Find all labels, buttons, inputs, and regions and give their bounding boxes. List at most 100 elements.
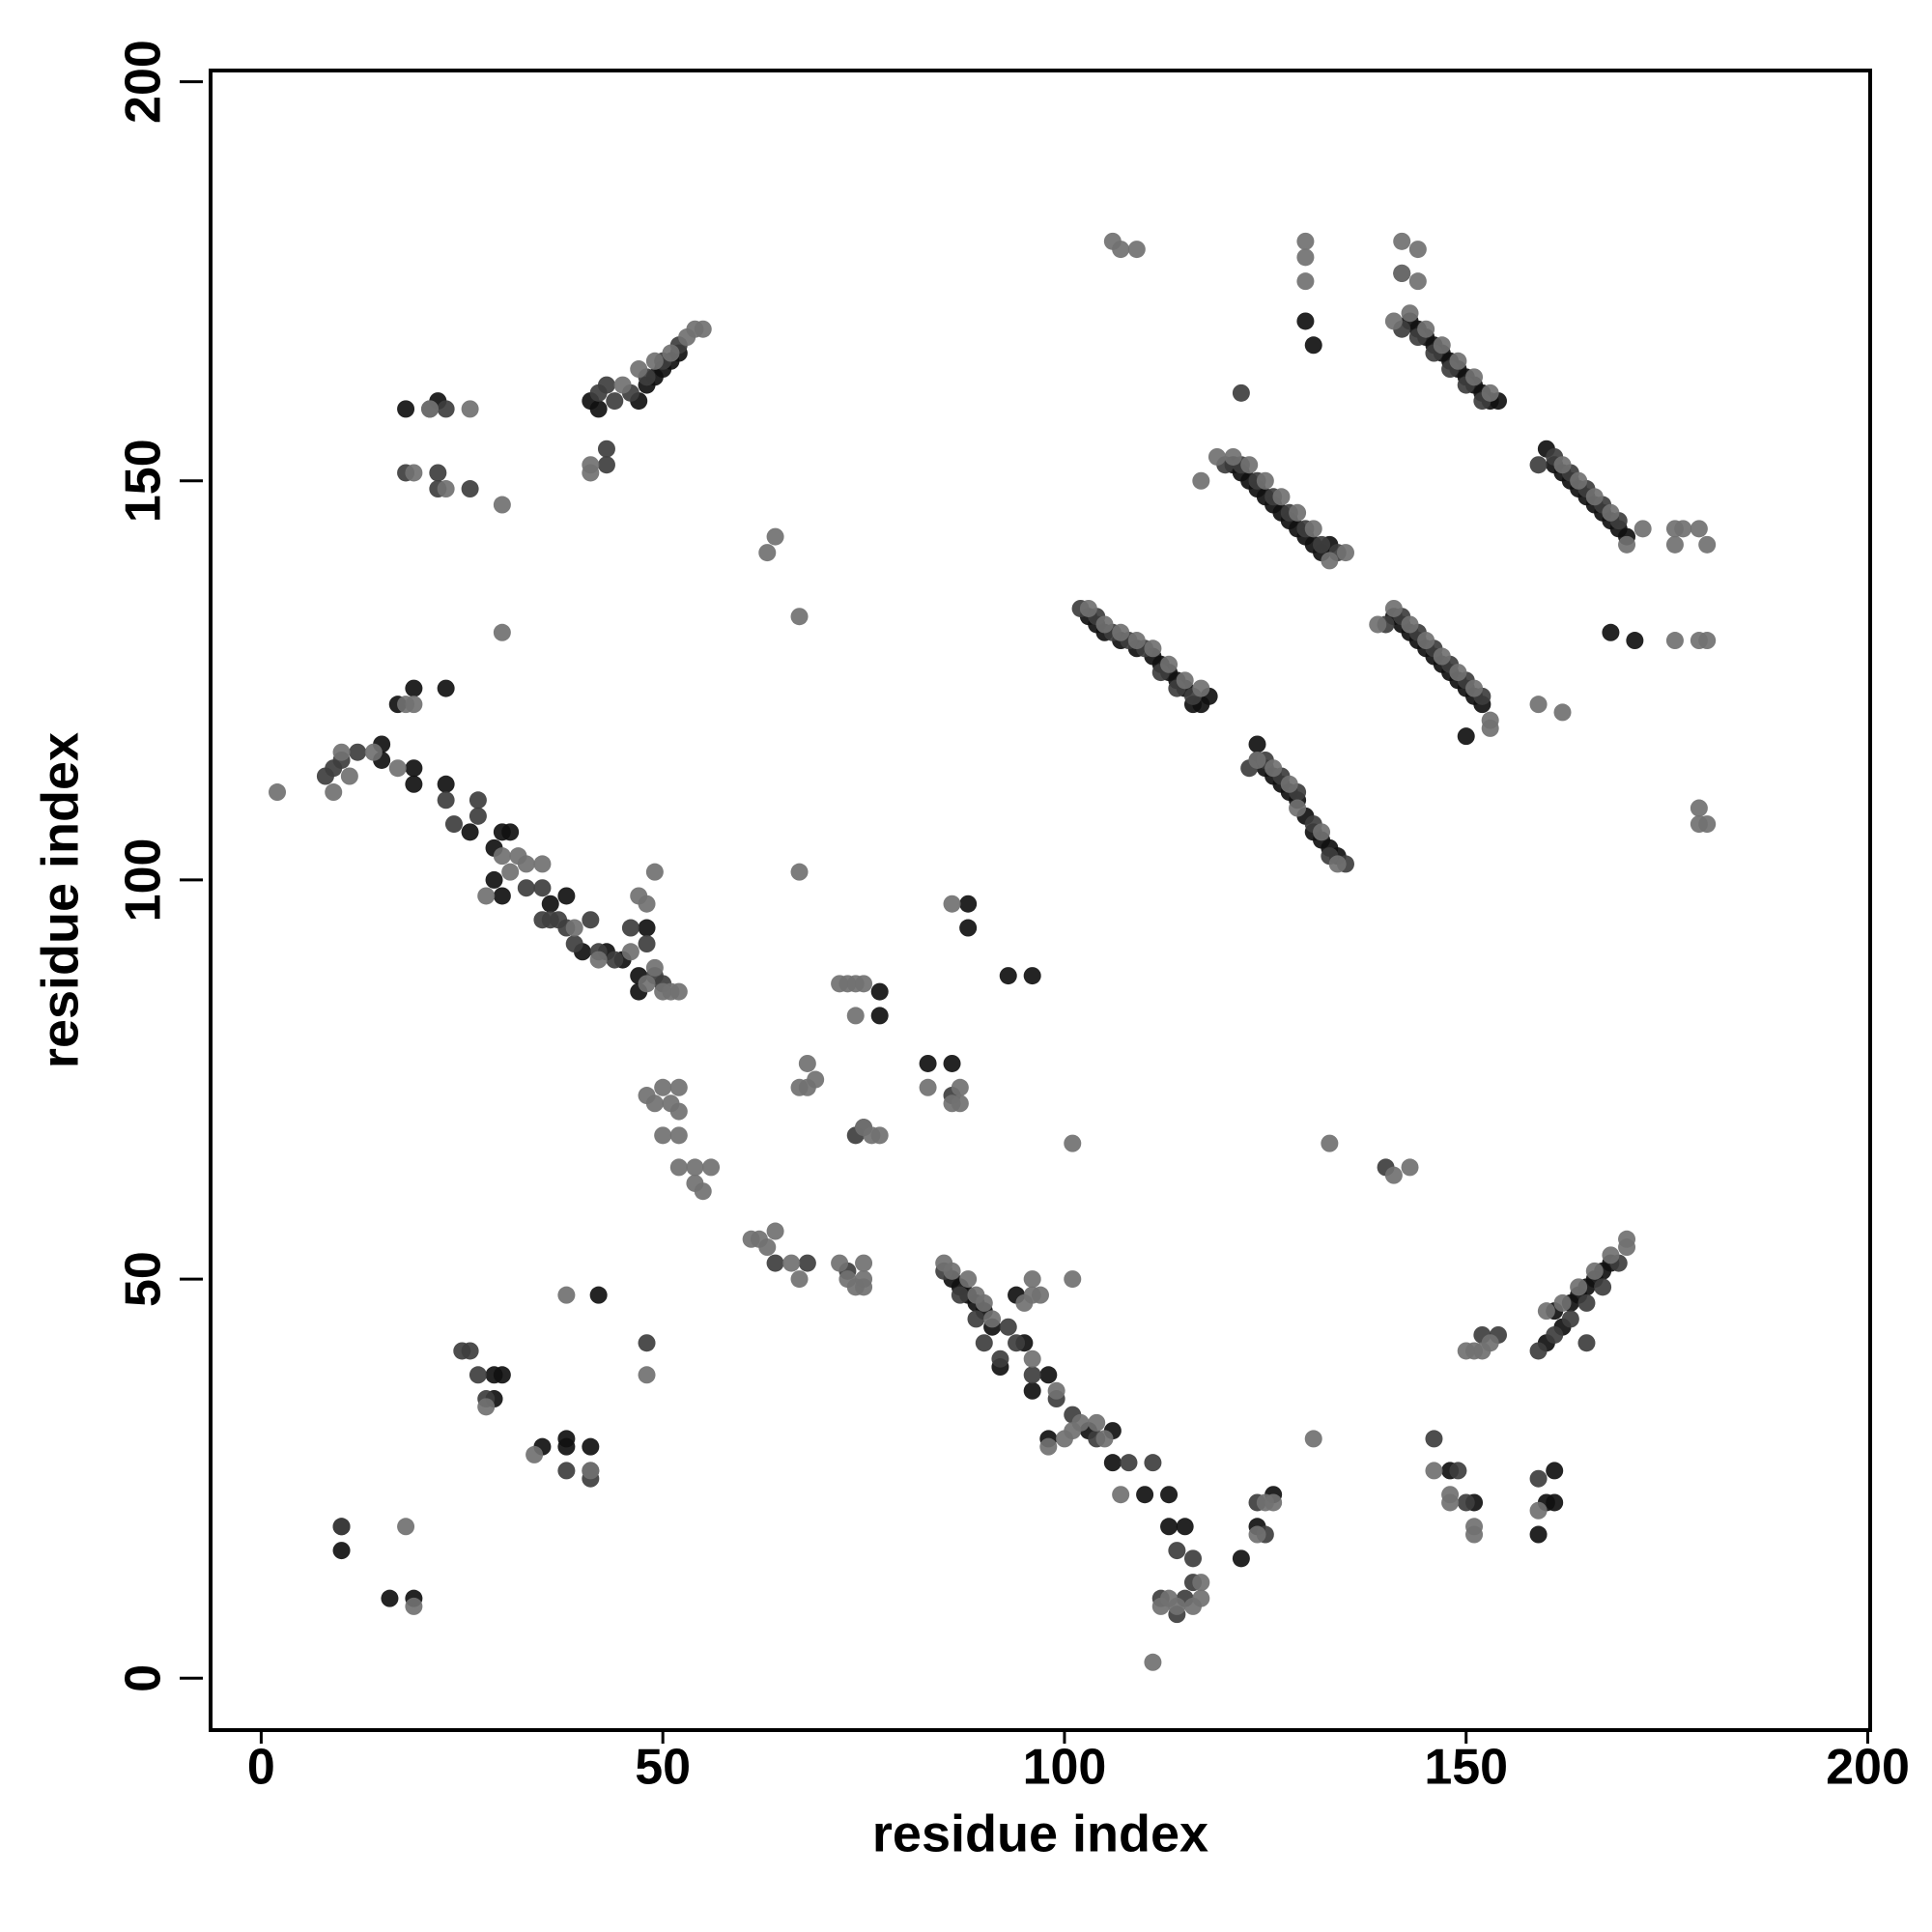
point bbox=[798, 1054, 816, 1072]
point bbox=[1449, 664, 1467, 682]
point bbox=[1425, 1462, 1443, 1480]
point bbox=[477, 1398, 496, 1416]
point bbox=[1289, 503, 1307, 522]
point bbox=[1039, 1437, 1058, 1456]
point bbox=[1240, 456, 1259, 474]
point bbox=[645, 863, 664, 881]
point bbox=[381, 1589, 399, 1607]
point bbox=[364, 743, 383, 761]
point bbox=[501, 863, 520, 881]
point bbox=[870, 1126, 889, 1145]
point bbox=[951, 1094, 969, 1113]
point bbox=[959, 919, 978, 937]
point bbox=[1546, 1325, 1564, 1344]
point bbox=[493, 623, 511, 641]
point bbox=[526, 1445, 544, 1463]
point bbox=[1296, 272, 1315, 291]
point bbox=[645, 352, 664, 370]
point bbox=[1618, 1230, 1636, 1248]
point bbox=[959, 1270, 978, 1289]
point bbox=[1401, 615, 1419, 634]
point bbox=[1176, 671, 1194, 690]
point bbox=[565, 935, 583, 953]
point bbox=[943, 1262, 961, 1280]
point bbox=[1465, 368, 1484, 386]
point bbox=[1264, 759, 1283, 778]
point bbox=[597, 456, 615, 474]
point bbox=[654, 1078, 672, 1096]
point bbox=[461, 400, 479, 418]
point bbox=[654, 1126, 672, 1145]
point bbox=[1457, 1342, 1475, 1360]
point bbox=[975, 1334, 993, 1352]
point bbox=[477, 887, 496, 905]
point bbox=[686, 1158, 704, 1177]
point bbox=[1176, 1518, 1194, 1536]
point bbox=[694, 320, 712, 338]
point bbox=[790, 608, 809, 626]
point bbox=[1690, 799, 1708, 817]
point bbox=[332, 1542, 351, 1560]
point bbox=[485, 870, 503, 889]
point bbox=[541, 895, 559, 913]
y-tick-label: 50 bbox=[116, 1251, 172, 1307]
point bbox=[1088, 1413, 1106, 1432]
point bbox=[919, 1078, 937, 1096]
point bbox=[855, 1270, 873, 1289]
point bbox=[1465, 679, 1484, 697]
point bbox=[999, 1318, 1017, 1336]
point bbox=[533, 855, 552, 873]
point bbox=[951, 1078, 969, 1096]
point bbox=[1127, 241, 1146, 259]
point bbox=[1144, 639, 1162, 658]
point bbox=[1160, 1486, 1179, 1504]
point bbox=[1248, 1525, 1266, 1544]
point bbox=[469, 1366, 487, 1384]
point bbox=[1032, 1286, 1049, 1304]
point bbox=[1529, 1525, 1548, 1544]
point bbox=[1449, 352, 1467, 370]
point bbox=[669, 1078, 688, 1096]
point bbox=[1144, 1653, 1162, 1671]
x-tick-label: 150 bbox=[1424, 1740, 1508, 1796]
point bbox=[1120, 1454, 1138, 1472]
point bbox=[766, 1254, 784, 1272]
point bbox=[1634, 520, 1652, 538]
point bbox=[1313, 535, 1331, 554]
point bbox=[1384, 599, 1403, 617]
point bbox=[1208, 447, 1226, 466]
point bbox=[1127, 632, 1146, 650]
point bbox=[1529, 1469, 1548, 1488]
point bbox=[766, 527, 784, 546]
point bbox=[1112, 241, 1130, 259]
point bbox=[1393, 264, 1411, 282]
point bbox=[1304, 336, 1322, 355]
point bbox=[758, 1238, 777, 1257]
point bbox=[1401, 1158, 1419, 1177]
y-tick-label: 150 bbox=[116, 439, 172, 523]
point bbox=[1296, 248, 1315, 267]
point bbox=[1192, 679, 1210, 697]
point bbox=[469, 807, 487, 825]
point bbox=[1369, 615, 1387, 634]
point bbox=[1465, 1525, 1484, 1544]
point bbox=[1570, 471, 1588, 490]
point bbox=[421, 400, 440, 418]
point bbox=[621, 943, 639, 961]
point bbox=[437, 400, 455, 418]
point bbox=[1192, 471, 1210, 490]
point bbox=[1047, 1381, 1065, 1400]
point bbox=[1328, 855, 1347, 873]
point bbox=[1602, 503, 1620, 522]
point bbox=[437, 791, 455, 810]
point bbox=[589, 400, 608, 418]
point bbox=[855, 1119, 873, 1137]
point bbox=[1232, 1549, 1250, 1568]
point bbox=[1064, 1270, 1082, 1289]
point bbox=[1248, 751, 1266, 769]
point bbox=[999, 967, 1017, 985]
point bbox=[1529, 696, 1548, 714]
point bbox=[1570, 1278, 1588, 1296]
point bbox=[766, 1222, 784, 1240]
point bbox=[1626, 632, 1644, 650]
